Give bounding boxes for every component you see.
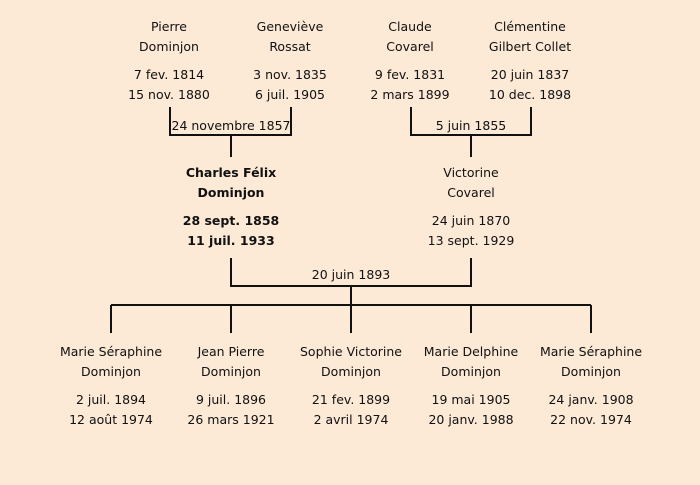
birth-date: 9 juil. 1896 (195, 392, 267, 407)
person-genevieve-rossat: Geneviève Rossat 3 nov. 1835 6 juil. 190… (225, 17, 355, 105)
death-date: 22 nov. 1974 (550, 412, 632, 427)
child-1: Marie Séraphine Dominjon 2 juil. 1894 12… (46, 342, 176, 430)
first-name: Marie Delphine (423, 344, 519, 359)
child-4: Marie Delphine Dominjon 19 mai 1905 20 j… (406, 342, 536, 430)
last-name: Covarel (447, 185, 495, 200)
birth-date: 24 juin 1870 (431, 213, 511, 228)
marriage-date-paternal: 24 novembre 1857 (171, 118, 291, 133)
child-5: Marie Séraphine Dominjon 24 janv. 1908 2… (526, 342, 656, 430)
person-claude-covarel: Claude Covarel 9 fev. 1831 2 mars 1899 (345, 17, 475, 105)
first-name: Marie Séraphine (539, 344, 643, 359)
death-date: 11 juil. 1933 (187, 233, 275, 248)
birth-date: 19 mai 1905 (431, 392, 511, 407)
last-name: Dominjon (321, 364, 381, 379)
child-3: Sophie Victorine Dominjon 21 fev. 1899 2… (286, 342, 416, 430)
last-name: Dominjon (139, 39, 199, 54)
first-name: Pierre (151, 19, 187, 34)
last-name: Dominjon (201, 364, 261, 379)
first-name: Victorine (443, 165, 499, 180)
death-date: 2 avril 1974 (313, 412, 389, 427)
maternal-marriage-bracket (410, 107, 532, 157)
person-charles-felix-dominjon: Charles Félix Dominjon 28 sept. 1858 11 … (166, 163, 296, 251)
death-date: 26 mars 1921 (187, 412, 275, 427)
children-branch (110, 304, 592, 333)
last-name: Rossat (269, 39, 311, 54)
birth-date: 2 juil. 1894 (75, 392, 147, 407)
birth-date: 24 janv. 1908 (548, 392, 634, 407)
death-date: 15 nov. 1880 (128, 87, 210, 102)
first-name: Jean Pierre (197, 344, 265, 359)
child-2: Jean Pierre Dominjon 9 juil. 1896 26 mar… (166, 342, 296, 430)
birth-date: 20 juin 1837 (490, 67, 570, 82)
marriage-date-maternal: 5 juin 1855 (435, 118, 507, 133)
paternal-marriage-bracket (169, 107, 292, 157)
last-name: Covarel (386, 39, 434, 54)
parents-marriage-bracket (230, 258, 472, 305)
death-date: 2 mars 1899 (370, 87, 450, 102)
birth-date: 28 sept. 1858 (182, 213, 280, 228)
person-clementine-gilbert-collet: Clémentine Gilbert Collet 20 juin 1837 1… (465, 17, 595, 105)
last-name: Dominjon (561, 364, 621, 379)
last-name: Dominjon (441, 364, 501, 379)
first-name: Marie Séraphine (59, 344, 163, 359)
last-name: Dominjon (197, 185, 265, 200)
birth-date: 7 fev. 1814 (133, 67, 205, 82)
first-name: Clémentine (494, 19, 566, 34)
death-date: 10 dec. 1898 (488, 87, 572, 102)
first-name: Geneviève (256, 19, 324, 34)
last-name: Dominjon (81, 364, 141, 379)
first-name: Claude (388, 19, 432, 34)
last-name: Gilbert Collet (488, 39, 572, 54)
person-pierre-dominjon: Pierre Dominjon 7 fev. 1814 15 nov. 1880 (104, 17, 234, 105)
birth-date: 9 fev. 1831 (374, 67, 446, 82)
first-name: Sophie Victorine (300, 344, 402, 359)
death-date: 13 sept. 1929 (427, 233, 515, 248)
marriage-date-parents: 20 juin 1893 (311, 267, 391, 282)
death-date: 6 juil. 1905 (254, 87, 326, 102)
person-victorine-covarel: Victorine Covarel 24 juin 1870 13 sept. … (406, 163, 536, 251)
birth-date: 3 nov. 1835 (253, 67, 327, 82)
birth-date: 21 fev. 1899 (311, 392, 391, 407)
death-date: 12 août 1974 (69, 412, 153, 427)
death-date: 20 janv. 1988 (428, 412, 514, 427)
first-name: Charles Félix (185, 165, 277, 180)
